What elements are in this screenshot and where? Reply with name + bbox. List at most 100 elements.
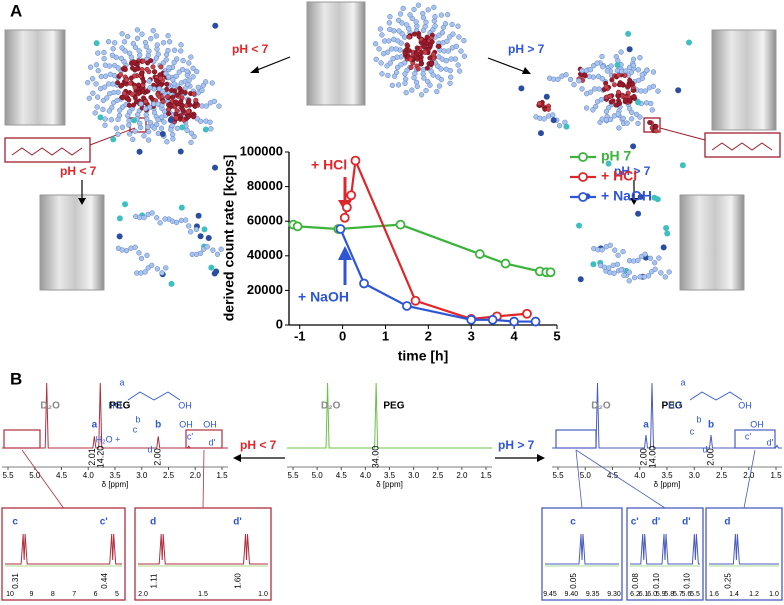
peg-bead <box>631 275 638 281</box>
x-tick-label: -1 <box>294 328 306 343</box>
peg-bead <box>594 60 600 66</box>
ppm-tick-label: 5.7 <box>673 591 683 598</box>
peg-bead <box>115 131 121 137</box>
data-point <box>545 267 556 278</box>
peg-bead <box>618 49 624 55</box>
core-bead <box>118 83 124 89</box>
peg-bead <box>579 86 585 92</box>
peg-bead <box>656 255 662 261</box>
molecule <box>195 212 202 219</box>
core-bead <box>124 77 130 83</box>
ppm-axis-label: δ [ppm] <box>734 603 754 605</box>
peg-bead <box>145 137 152 143</box>
molecule <box>675 87 682 94</box>
core-bead <box>148 58 154 64</box>
peg-bead <box>387 14 393 20</box>
zoom-box <box>555 429 597 449</box>
molecule <box>97 114 104 121</box>
ppm-tick-label: 4.5 <box>56 471 68 480</box>
ppm-tick-label: 9.30 <box>607 591 621 598</box>
peg-bead <box>635 67 642 73</box>
peg-bead <box>379 71 385 77</box>
peg-bead <box>438 12 445 18</box>
core-bead <box>415 66 421 72</box>
scheme-label: c <box>690 426 695 436</box>
peg-bead <box>448 74 454 80</box>
peg-bead <box>381 38 388 44</box>
data-point <box>509 316 520 327</box>
ph-label: pH < 7 <box>232 42 269 56</box>
peg-bead <box>210 247 216 253</box>
peg-bead <box>97 86 104 92</box>
peg-bead <box>411 75 417 81</box>
x-tick-label: 4 <box>511 328 519 343</box>
peak-label: a <box>92 420 98 431</box>
ppm-tick-label: 5.5 <box>690 591 700 598</box>
zoom-link <box>575 449 583 509</box>
peg-bead <box>174 125 181 131</box>
peg-bead <box>154 266 161 272</box>
peg-bead <box>209 80 215 86</box>
scheme-label: d' <box>209 437 216 447</box>
peg-bead <box>168 127 174 133</box>
molecule <box>679 162 686 169</box>
peg-bead <box>621 272 627 278</box>
annotation: + NaOH <box>298 289 349 305</box>
peak-label: b <box>155 420 161 431</box>
structure-box <box>704 132 781 158</box>
core-bead <box>429 39 435 45</box>
peg-bead <box>184 127 190 134</box>
peg-bead <box>637 114 643 120</box>
peg-bead <box>163 57 169 63</box>
peg-bead <box>145 124 151 130</box>
peg-bead <box>121 39 128 45</box>
peg-bead <box>199 87 205 94</box>
peg-bead <box>110 46 116 52</box>
peg-bead <box>599 53 605 60</box>
peg-bead <box>376 46 382 52</box>
panel-label: A <box>10 1 22 20</box>
ppm-axis-label: δ [ppm] <box>53 603 73 605</box>
peg-bead <box>170 136 176 142</box>
core-bead <box>610 98 616 104</box>
peg-bead <box>144 252 150 259</box>
peg-bead <box>550 112 556 118</box>
peg-bead <box>130 136 136 143</box>
integral: 14.20 <box>96 446 106 469</box>
core-bead <box>141 95 147 101</box>
peg-bead <box>447 80 453 86</box>
inset-spectrum <box>5 533 122 565</box>
peg-bead <box>630 56 637 62</box>
peg-bead <box>629 109 635 116</box>
structure <box>711 142 773 151</box>
spectrum <box>287 382 492 449</box>
core-bead <box>603 84 609 90</box>
core-bead <box>131 102 137 108</box>
peg-bead <box>150 27 156 34</box>
molecule <box>664 230 671 237</box>
molecule <box>159 131 166 138</box>
molecule <box>550 117 557 124</box>
scheme-label: OH <box>750 419 764 429</box>
ppm-tick-label: 3.5 <box>109 471 121 480</box>
scheme-label: c' <box>187 431 194 441</box>
ppm-tick-label: 5.0 <box>580 471 592 480</box>
series-line <box>343 156 528 321</box>
molecule <box>635 210 642 217</box>
core-bead <box>405 43 411 49</box>
core-bead <box>186 113 192 119</box>
scheme-label: b <box>696 414 701 424</box>
peg-bead <box>125 33 131 40</box>
peg-bead <box>380 51 387 57</box>
core-bead <box>152 69 158 75</box>
molecule <box>212 22 219 29</box>
core-bead <box>611 82 617 88</box>
peg-bead <box>443 58 449 64</box>
core-bead <box>174 92 180 98</box>
structure <box>11 147 83 156</box>
peg-bead <box>639 71 645 78</box>
peg-bead <box>180 57 186 64</box>
core-bead <box>158 75 164 81</box>
peg-bead <box>146 48 152 54</box>
peg-bead <box>151 125 157 131</box>
